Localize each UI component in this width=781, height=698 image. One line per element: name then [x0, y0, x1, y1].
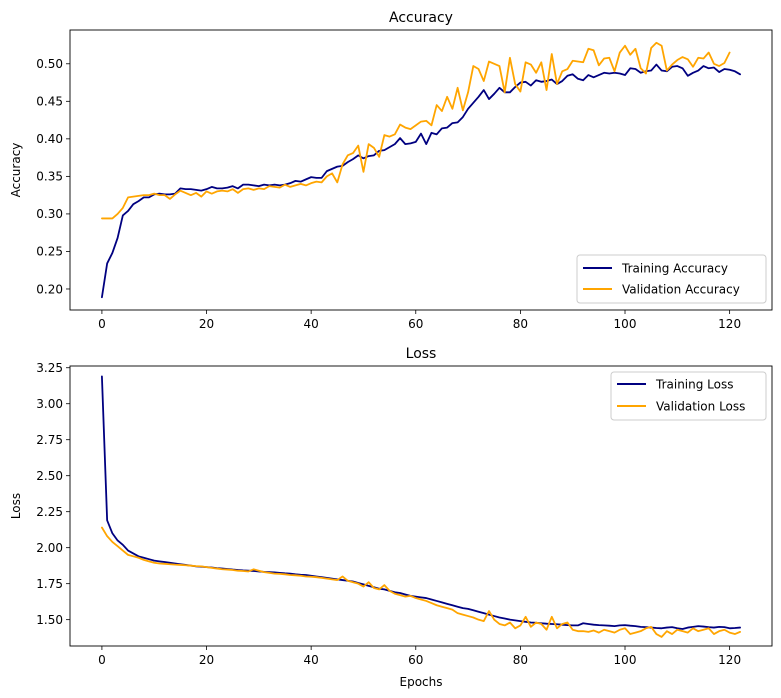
accuracy-y-tick-label: 0.25	[36, 245, 63, 259]
loss-y-axis-label: Loss	[9, 493, 23, 519]
loss-y-tick-label: 3.25	[36, 361, 63, 375]
training-accuracy-line	[101, 63, 741, 299]
loss-y-tick-label: 2.50	[36, 469, 63, 483]
legend-label-validation-accuracy: Validation Accuracy	[622, 283, 740, 297]
loss-x-tick-label: 0	[98, 653, 106, 667]
accuracy-y-tick-label: 0.30	[36, 207, 63, 221]
accuracy-x-tick-label: 100	[614, 317, 637, 331]
loss-y-tick-label: 1.75	[36, 577, 63, 591]
accuracy-y-tick-label: 0.40	[36, 132, 63, 146]
accuracy-x-tick-label: 80	[513, 317, 528, 331]
loss-x-tick-label: 120	[718, 653, 741, 667]
loss-y-tick-label: 2.00	[36, 541, 63, 555]
loss-y-tick-label: 2.75	[36, 433, 63, 447]
accuracy-y-axis-label: Accuracy	[9, 143, 23, 198]
loss-x-tick-label: 20	[199, 653, 214, 667]
accuracy-x-tick-label: 20	[199, 317, 214, 331]
accuracy-y-tick-label: 0.35	[36, 170, 63, 184]
accuracy-x-tick-label: 120	[718, 317, 741, 331]
loss-x-tick-label: 40	[304, 653, 319, 667]
accuracy-y-tick-label: 0.45	[36, 95, 63, 109]
loss-y-tick-label: 3.00	[36, 397, 63, 411]
loss-x-tick-label: 80	[513, 653, 528, 667]
accuracy-legend-box	[576, 254, 767, 304]
loss-panel: 0 20 40 60 80 100 120 1.50 1.75 2.00 2.25 2.50 2.75 3…	[9, 346, 773, 689]
accuracy-panel: 0 20 40 60 80 100 120 0.20 0.25 0.30 0.35 0.40 0.45 0…	[9, 10, 773, 331]
loss-legend: Training Loss Validation Loss	[610, 371, 767, 421]
loss-x-tick-label: 60	[408, 653, 423, 667]
accuracy-legend: Training Accuracy Validation Accuracy	[576, 254, 767, 304]
accuracy-x-tick-label: 60	[408, 317, 423, 331]
legend-label-validation-loss: Validation Loss	[656, 400, 745, 414]
accuracy-y-tick-label: 0.20	[36, 282, 63, 296]
accuracy-x-tick-label: 0	[98, 317, 106, 331]
accuracy-x-tick-label: 40	[304, 317, 319, 331]
accuracy-y-tick-label: 0.50	[36, 57, 63, 71]
legend-label-training-accuracy: Training Accuracy	[621, 262, 728, 276]
accuracy-chart-title: Accuracy	[389, 10, 453, 26]
legend-label-training-loss: Training Loss	[655, 378, 733, 392]
loss-x-axis-label: Epochs	[400, 675, 443, 689]
loss-chart-title: Loss	[406, 346, 437, 362]
validation-loss-line	[101, 526, 741, 638]
loss-y-tick-label: 2.25	[36, 505, 63, 519]
loss-x-tick-label: 100	[614, 653, 637, 667]
loss-y-tick-label: 1.50	[36, 613, 63, 627]
loss-legend-box	[610, 371, 767, 421]
validation-accuracy-line	[101, 41, 731, 220]
